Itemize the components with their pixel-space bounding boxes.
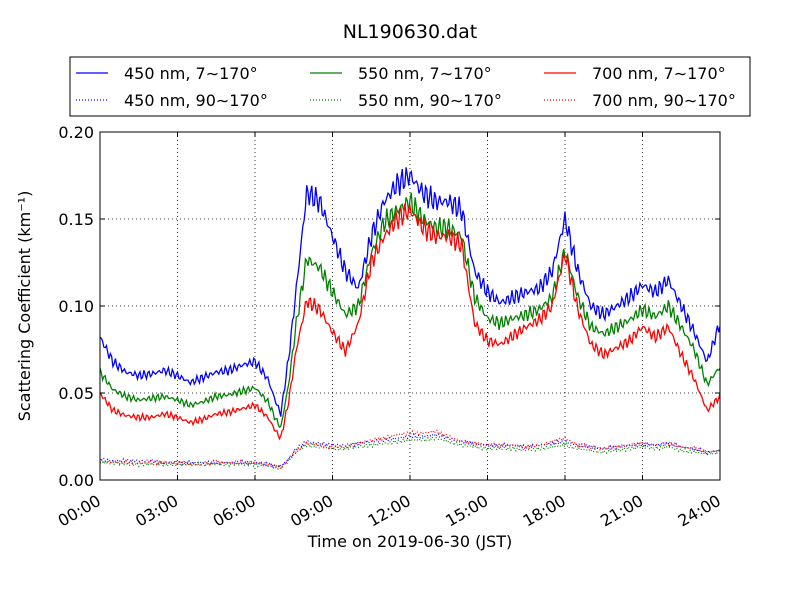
grid [100,132,720,480]
x-tick-label: 24:00 [675,491,724,531]
x-tick-label: 21:00 [597,491,646,531]
x-tick-label: 06:00 [210,491,259,531]
legend-label: 700 nm, 90∼170° [592,91,736,110]
x-tick-label: 15:00 [442,491,491,531]
y-tick-label: 0.15 [58,210,94,229]
series-line [99,192,721,429]
legend-label: 550 nm, 90∼170° [358,91,502,110]
series-line [99,432,721,469]
x-axis-label: Time on 2019-06-30 (JST) [307,532,512,551]
legend-label: 450 nm, 7∼170° [124,64,258,83]
y-tick-label: 0.20 [58,123,94,142]
series-line [99,203,721,441]
plot-lines [99,167,721,470]
x-tick-label: 00:00 [55,491,104,531]
chart-title: NL190630.dat [343,21,478,43]
legend-label: 550 nm, 7∼170° [358,64,492,83]
legend-label: 700 nm, 7∼170° [592,64,726,83]
x-tick-label: 09:00 [287,491,336,531]
x-tick-label: 03:00 [132,491,181,531]
x-tick-label: 18:00 [520,491,569,531]
series-line [99,429,721,470]
legend-label: 450 nm, 90∼170° [124,91,268,110]
y-tick-label: 0.10 [58,297,94,316]
y-axis-label: Scattering Coefficient (km⁻¹) [15,191,34,422]
legend-frame [69,56,751,117]
y-tick-label: 0.00 [58,471,94,490]
x-tick-label: 12:00 [365,491,414,531]
legend: 450 nm, 7∼170° 550 nm, 7∼170° 700 nm, 7∼17… [69,56,751,117]
y-tick-label: 0.05 [58,384,94,403]
series-line [99,167,721,417]
